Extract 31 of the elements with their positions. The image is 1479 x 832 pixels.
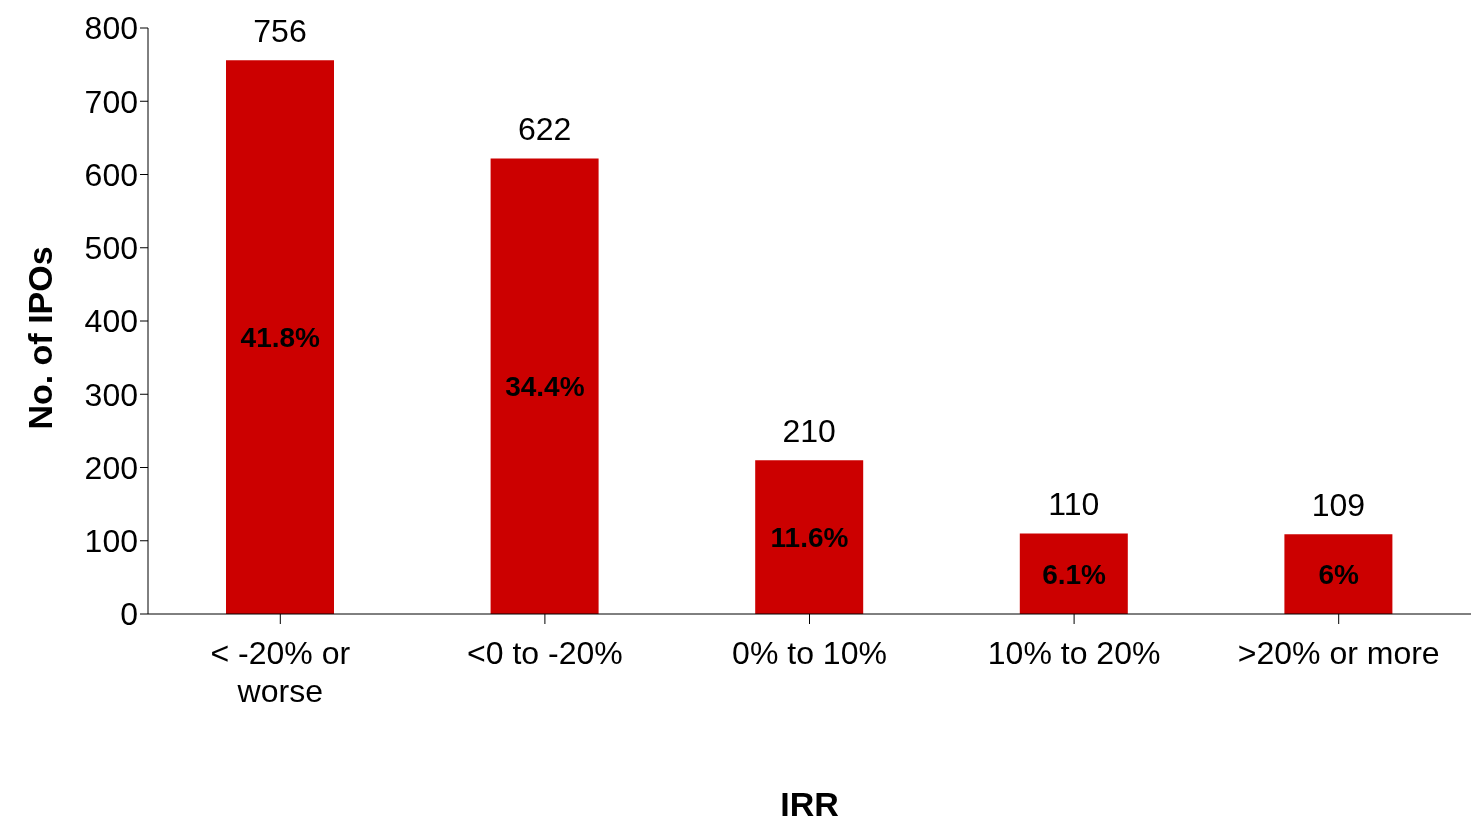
annotation: 6.1% [1042, 558, 1107, 590]
bar [1019, 533, 1128, 614]
data-label: 109 [1311, 487, 1366, 524]
x-tick-label: 0% to 10% [732, 635, 887, 671]
y-tick-label: 800 [84, 10, 138, 47]
data-label: 110 [1048, 486, 1100, 523]
y-tick-label: 700 [84, 83, 138, 120]
bar [226, 60, 334, 614]
annotation: 41.8% [240, 322, 321, 354]
data-label: 622 [517, 111, 572, 148]
y-tick-label: 500 [84, 230, 138, 267]
x-tick-label: <0 to -20% [467, 635, 623, 671]
y-tick-label: 300 [84, 376, 138, 413]
x-tick-label: 10% to 20% [987, 635, 1161, 671]
x-axis-title: IRR [779, 785, 840, 824]
x-tick-label: < -20% or worse [210, 635, 351, 709]
annotation: 34.4% [505, 371, 585, 403]
data-label: 210 [782, 413, 836, 450]
x-tick-label: >20% or more [1237, 635, 1440, 671]
y-tick-label: 600 [84, 156, 138, 193]
y-axis-title: No. of IPOs [20, 246, 60, 430]
y-tick-label: 100 [84, 523, 138, 560]
y-tick-label: 400 [84, 303, 138, 340]
annotation: 11.6% [770, 522, 849, 554]
bar [755, 460, 864, 614]
y-tick-label: 200 [84, 449, 138, 486]
bar [1284, 534, 1393, 614]
annotation: 6% [1318, 559, 1360, 591]
data-label: 756 [253, 13, 307, 50]
y-tick-label: 0 [120, 596, 138, 633]
bar [490, 158, 599, 614]
